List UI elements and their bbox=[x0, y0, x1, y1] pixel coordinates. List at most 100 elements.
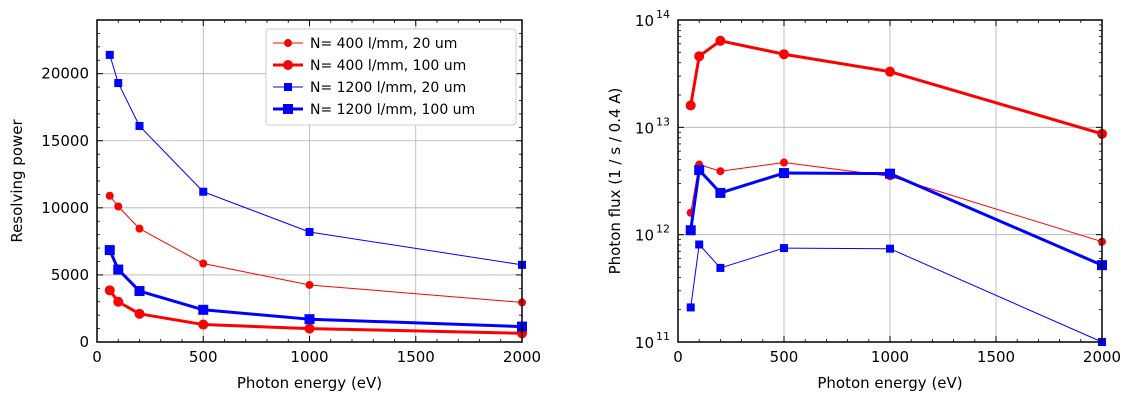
data-point bbox=[305, 280, 314, 289]
data-point bbox=[715, 35, 726, 46]
data-point bbox=[305, 227, 314, 236]
series-line bbox=[689, 39, 1103, 136]
data-point bbox=[104, 245, 115, 256]
y-tick-label: 10 11 bbox=[635, 330, 670, 352]
x-tick-label: 1000 bbox=[871, 348, 909, 366]
data-point bbox=[694, 165, 705, 176]
y-tick-label: 10000 bbox=[41, 199, 89, 217]
data-point bbox=[685, 225, 696, 236]
series-line bbox=[108, 289, 523, 335]
y-tick-label-exponent: 14 bbox=[656, 8, 670, 21]
data-point bbox=[105, 191, 114, 200]
chart-panel-1: 0 500 1000 1500 200005000100001500020000Phot… bbox=[8, 19, 541, 392]
y-tick-label-base: 10 bbox=[635, 12, 654, 30]
x-tick-label: 500 bbox=[189, 348, 218, 366]
series-2 bbox=[104, 285, 527, 339]
legend-entry: N= 400 l/mm, 100 um bbox=[273, 58, 466, 74]
x-axis-label: Photon energy (eV) bbox=[237, 374, 382, 392]
y-tick-label: 20000 bbox=[41, 65, 89, 83]
data-point bbox=[304, 323, 315, 334]
legend-marker bbox=[284, 83, 292, 91]
x-tick-label: 1500 bbox=[397, 348, 435, 366]
data-point bbox=[886, 244, 894, 253]
y-tick-label: 0 bbox=[79, 333, 89, 351]
data-point bbox=[780, 244, 788, 253]
x-tick-label: 0 bbox=[92, 348, 102, 366]
data-point bbox=[686, 303, 695, 312]
data-point bbox=[114, 79, 123, 88]
y-tick-label: 10 13 bbox=[635, 115, 670, 137]
legend-label: N= 1200 l/mm, 20 um bbox=[310, 80, 466, 96]
data-point bbox=[198, 319, 209, 330]
legend-label: N= 1200 l/mm, 100 um bbox=[310, 102, 475, 118]
series-line bbox=[690, 162, 1103, 243]
y-tick-label-exponent: 12 bbox=[656, 223, 670, 236]
data-point bbox=[199, 187, 208, 196]
y-axis-label: Photon flux (1 / s / 0.4 A) bbox=[606, 88, 624, 275]
legend-marker bbox=[283, 60, 293, 70]
data-point bbox=[304, 314, 315, 325]
data-point bbox=[715, 187, 726, 198]
data-point bbox=[114, 202, 123, 211]
x-tick-label: 2000 bbox=[503, 348, 541, 366]
x-tick-label: 1500 bbox=[977, 348, 1015, 366]
data-point bbox=[685, 100, 696, 111]
y-axis-label: Resolving power bbox=[8, 118, 26, 242]
y-tick-label-exponent: 13 bbox=[656, 115, 670, 128]
x-tick-label: 1000 bbox=[290, 348, 328, 366]
series-1 bbox=[105, 191, 526, 307]
legend-marker bbox=[283, 104, 293, 114]
data-point bbox=[199, 259, 208, 268]
data-point bbox=[104, 285, 115, 296]
x-tick-label: 0 bbox=[673, 348, 683, 366]
data-point bbox=[716, 263, 725, 272]
series-line bbox=[109, 195, 523, 303]
data-point bbox=[135, 121, 144, 130]
x-tick-label: 2000 bbox=[1083, 348, 1121, 366]
data-point bbox=[780, 158, 788, 167]
data-point bbox=[134, 286, 145, 297]
plot-frame bbox=[677, 19, 1103, 343]
series-line bbox=[108, 249, 523, 329]
series-line bbox=[689, 168, 1103, 267]
data-point bbox=[716, 167, 725, 176]
y-tick-label-base: 10 bbox=[635, 227, 654, 245]
legend-box bbox=[265, 28, 517, 126]
y-tick-label: 5000 bbox=[51, 266, 89, 284]
series-3 bbox=[686, 240, 1106, 346]
data-point bbox=[105, 50, 114, 59]
x-tick-label: 500 bbox=[770, 348, 799, 366]
data-point bbox=[694, 51, 705, 62]
data-point bbox=[885, 168, 895, 179]
legend-entry: N= 400 l/mm, 20 um bbox=[273, 36, 457, 52]
legend-label: N= 400 l/mm, 100 um bbox=[310, 58, 466, 74]
y-tick-label: 10 12 bbox=[635, 223, 670, 245]
data-point bbox=[135, 224, 144, 233]
y-tick-label-exponent: 11 bbox=[656, 330, 670, 343]
data-point bbox=[885, 66, 895, 77]
data-point bbox=[134, 308, 145, 319]
legend-label: N= 400 l/mm, 20 um bbox=[310, 36, 457, 52]
x-axis-label: Photon energy (eV) bbox=[817, 374, 962, 392]
legend-entry: N= 1200 l/mm, 100 um bbox=[273, 102, 475, 118]
legend-entry: N= 1200 l/mm, 20 um bbox=[273, 80, 466, 96]
data-point bbox=[779, 168, 789, 179]
series-1 bbox=[686, 158, 1106, 246]
series-4 bbox=[685, 165, 1107, 271]
data-point bbox=[113, 296, 124, 307]
legend: N= 400 l/mm, 20 um N= 400 l/mm, 100 um N= … bbox=[265, 28, 517, 126]
plot-frame bbox=[96, 19, 523, 343]
series-line bbox=[109, 54, 523, 266]
data-point bbox=[113, 264, 124, 275]
data-point bbox=[695, 240, 704, 249]
series-line bbox=[690, 243, 1103, 343]
y-tick-label: 15000 bbox=[41, 132, 89, 150]
data-point bbox=[198, 304, 209, 315]
legend-marker bbox=[284, 39, 292, 47]
y-tick-label: 10 14 bbox=[635, 8, 670, 30]
y-tick-label-base: 10 bbox=[635, 119, 654, 137]
series-2 bbox=[685, 35, 1107, 139]
y-tick-label-base: 10 bbox=[635, 334, 654, 352]
